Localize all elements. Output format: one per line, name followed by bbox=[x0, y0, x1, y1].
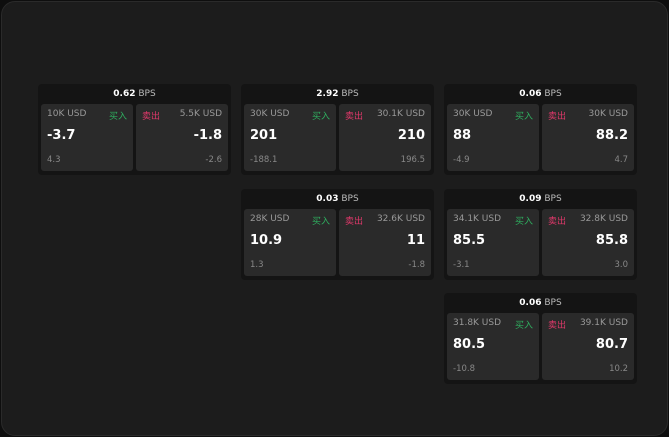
quote-card: 0.03 BPS 28K USD 买入 10.9 1.3 卖出 32.6K USD … bbox=[241, 189, 434, 280]
quote-card: 0.06 BPS 30K USD 买入 88 -4.9 卖出 30K USD 88.… bbox=[444, 84, 637, 175]
buy-button[interactable]: 28K USD 买入 10.9 1.3 bbox=[244, 209, 336, 276]
buy-label: 买入 bbox=[311, 112, 330, 122]
sell-label: 卖出 bbox=[548, 217, 567, 227]
spread-unit: BPS bbox=[341, 89, 359, 99]
spread-header: 2.92 BPS bbox=[244, 84, 431, 104]
quote-card: 0.06 BPS 31.8K USD 买入 80.5 -10.8 卖出 39.1K … bbox=[444, 293, 637, 384]
bid-size: 30K USD bbox=[250, 109, 290, 119]
buy-button[interactable]: 30K USD 买入 201 -188.1 bbox=[244, 104, 336, 171]
bid-change: 4.3 bbox=[47, 155, 61, 165]
spread-header: 0.06 BPS bbox=[447, 293, 634, 313]
ask-price: -1.8 bbox=[193, 128, 222, 143]
spread-unit: BPS bbox=[544, 298, 562, 308]
sell-label: 卖出 bbox=[548, 112, 567, 122]
ask-change: 196.5 bbox=[400, 155, 425, 165]
bid-change: -4.9 bbox=[453, 155, 470, 165]
spread-unit: BPS bbox=[341, 194, 359, 204]
sell-button[interactable]: 卖出 32.8K USD 85.8 3.0 bbox=[542, 209, 634, 276]
sell-label: 卖出 bbox=[548, 321, 567, 331]
buy-button[interactable]: 10K USD 买入 -3.7 4.3 bbox=[41, 104, 133, 171]
quote-card: 0.09 BPS 34.1K USD 买入 85.5 -3.1 卖出 32.8K U… bbox=[444, 189, 637, 280]
spread-value: 2.92 bbox=[316, 89, 339, 99]
spread-value: 0.09 bbox=[519, 194, 542, 204]
ask-change: 4.7 bbox=[614, 155, 628, 165]
buy-label: 买入 bbox=[514, 321, 533, 331]
bid-price: 10.9 bbox=[250, 233, 283, 248]
sell-label: 卖出 bbox=[345, 112, 364, 122]
spread-value: 0.06 bbox=[519, 298, 542, 308]
spread-value: 0.06 bbox=[519, 89, 542, 99]
ask-size: 30.1K USD bbox=[376, 109, 425, 119]
ask-size: 39.1K USD bbox=[579, 318, 628, 328]
ask-size: 5.5K USD bbox=[179, 109, 222, 119]
bid-change: 1.3 bbox=[250, 260, 264, 270]
sell-label: 卖出 bbox=[345, 217, 364, 227]
quote-card: 0.62 BPS 10K USD 买入 -3.7 4.3 卖出 5.5K USD -… bbox=[38, 84, 231, 175]
ask-price: 88.2 bbox=[595, 128, 628, 143]
buy-button[interactable]: 34.1K USD 买入 85.5 -3.1 bbox=[447, 209, 539, 276]
buy-button[interactable]: 30K USD 买入 88 -4.9 bbox=[447, 104, 539, 171]
sell-button[interactable]: 卖出 32.6K USD 11 -1.8 bbox=[339, 209, 431, 276]
spread-header: 0.62 BPS bbox=[41, 84, 228, 104]
bid-price: 88 bbox=[453, 128, 472, 143]
ask-change: -2.6 bbox=[205, 155, 222, 165]
spread-unit: BPS bbox=[544, 89, 562, 99]
spread-value: 0.03 bbox=[316, 194, 339, 204]
spread-header: 0.03 BPS bbox=[244, 189, 431, 209]
ask-size: 32.6K USD bbox=[376, 214, 425, 224]
bid-size: 10K USD bbox=[47, 109, 87, 119]
ask-size: 30K USD bbox=[588, 109, 628, 119]
spread-header: 0.06 BPS bbox=[447, 84, 634, 104]
bid-price: 80.5 bbox=[453, 337, 486, 352]
sell-button[interactable]: 卖出 30K USD 88.2 4.7 bbox=[542, 104, 634, 171]
ask-price: 210 bbox=[397, 128, 425, 143]
buy-label: 买入 bbox=[514, 112, 533, 122]
bid-size: 34.1K USD bbox=[453, 214, 502, 224]
sell-button[interactable]: 卖出 39.1K USD 80.7 10.2 bbox=[542, 313, 634, 380]
ask-change: 3.0 bbox=[614, 260, 628, 270]
ask-change: -1.8 bbox=[408, 260, 425, 270]
ask-price: 85.8 bbox=[595, 233, 628, 248]
spread-header: 0.09 BPS bbox=[447, 189, 634, 209]
buy-label: 买入 bbox=[514, 217, 533, 227]
spread-unit: BPS bbox=[544, 194, 562, 204]
sell-button[interactable]: 卖出 30.1K USD 210 196.5 bbox=[339, 104, 431, 171]
ask-price: 11 bbox=[406, 233, 425, 248]
bid-change: -10.8 bbox=[453, 364, 475, 374]
ask-size: 32.8K USD bbox=[579, 214, 628, 224]
spread-unit: BPS bbox=[138, 89, 156, 99]
sell-button[interactable]: 卖出 5.5K USD -1.8 -2.6 bbox=[136, 104, 228, 171]
bid-change: -188.1 bbox=[250, 155, 278, 165]
buy-button[interactable]: 31.8K USD 买入 80.5 -10.8 bbox=[447, 313, 539, 380]
bid-size: 30K USD bbox=[453, 109, 493, 119]
bid-size: 28K USD bbox=[250, 214, 290, 224]
spread-value: 0.62 bbox=[113, 89, 136, 99]
bid-price: 85.5 bbox=[453, 233, 486, 248]
bid-size: 31.8K USD bbox=[453, 318, 502, 328]
bid-change: -3.1 bbox=[453, 260, 470, 270]
ask-price: 80.7 bbox=[595, 337, 628, 352]
buy-label: 买入 bbox=[311, 217, 330, 227]
quote-card: 2.92 BPS 30K USD 买入 201 -188.1 卖出 30.1K US… bbox=[241, 84, 434, 175]
bid-price: -3.7 bbox=[47, 128, 76, 143]
buy-label: 买入 bbox=[108, 112, 127, 122]
sell-label: 卖出 bbox=[142, 112, 161, 122]
bid-price: 201 bbox=[250, 128, 278, 143]
ask-change: 10.2 bbox=[609, 364, 628, 374]
